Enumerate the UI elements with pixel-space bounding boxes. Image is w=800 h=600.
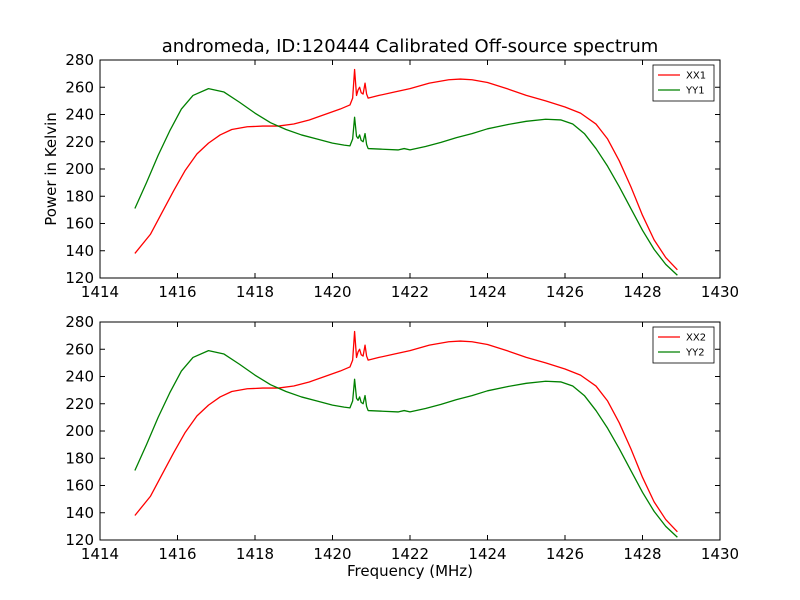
y-tick-label: 140: [65, 504, 94, 522]
y-tick-label: 260: [65, 340, 94, 358]
x-tick-label: 1418: [236, 545, 274, 563]
y-tick-label: 260: [65, 78, 94, 96]
x-tick-label: 1414: [81, 283, 119, 301]
y-tick-label: 220: [65, 395, 94, 413]
x-tick-label: 1426: [546, 545, 584, 563]
x-tick-label: 1428: [623, 545, 661, 563]
figure-title: andromeda, ID:120444 Calibrated Off-sour…: [162, 36, 659, 57]
y-tick-label: 220: [65, 133, 94, 151]
y-tick-label: 160: [65, 215, 94, 233]
x-tick-label: 1428: [623, 283, 661, 301]
series-line-yy2: [134, 349, 678, 538]
x-tick-label: 1416: [158, 545, 196, 563]
legend-label-yy2: YY2: [685, 348, 705, 359]
y-tick-label: 160: [65, 477, 94, 495]
x-axis-label: Frequency (MHz): [347, 562, 473, 580]
bottom-plot-panel: 1414 1416 1418 1420 1422 1424 1426 1428 1430 120 1…: [65, 313, 739, 563]
x-tick-label: 1422: [391, 545, 429, 563]
x-tick-label: 1430: [701, 545, 739, 563]
series-line-yy1: [134, 87, 678, 276]
legend-label-yy1: YY1: [685, 86, 705, 97]
x-tick-label: 1422: [391, 283, 429, 301]
series-line-xx2: [134, 330, 678, 533]
legend-label-xx1: XX1: [686, 71, 706, 82]
y-tick-label: 280: [65, 51, 94, 69]
y-tick-label: 200: [65, 160, 94, 178]
y-tick-label: 140: [65, 242, 94, 260]
x-tick-label: 1430: [701, 283, 739, 301]
x-tick-label: 1424: [468, 283, 506, 301]
legend-box: [652, 326, 715, 364]
y-axis-label: Power in Kelvin: [42, 112, 60, 226]
y-tick-label: 120: [65, 269, 94, 287]
y-tick-label: 180: [65, 449, 94, 467]
top-plot-panel: 1414 1416 1418 1420 1422 1424 1426 1428 1430 120 1…: [65, 51, 739, 301]
x-tick-label: 1414: [81, 545, 119, 563]
x-tick-label: 1426: [546, 283, 584, 301]
y-tick-label: 240: [65, 106, 94, 124]
x-tick-label: 1418: [236, 283, 274, 301]
y-tick-label: 200: [65, 422, 94, 440]
legend-label-xx2: XX2: [686, 333, 706, 344]
y-tick-label: 240: [65, 368, 94, 386]
x-tick-label: 1416: [158, 283, 196, 301]
y-tick-label: 180: [65, 187, 94, 205]
x-tick-label: 1420: [313, 283, 351, 301]
y-tick-label: 120: [65, 531, 94, 549]
x-tick-label: 1424: [468, 545, 506, 563]
x-tick-label: 1420: [313, 545, 351, 563]
series-line-xx1: [134, 68, 678, 271]
y-tick-label: 280: [65, 313, 94, 331]
legend-box: [652, 64, 715, 102]
